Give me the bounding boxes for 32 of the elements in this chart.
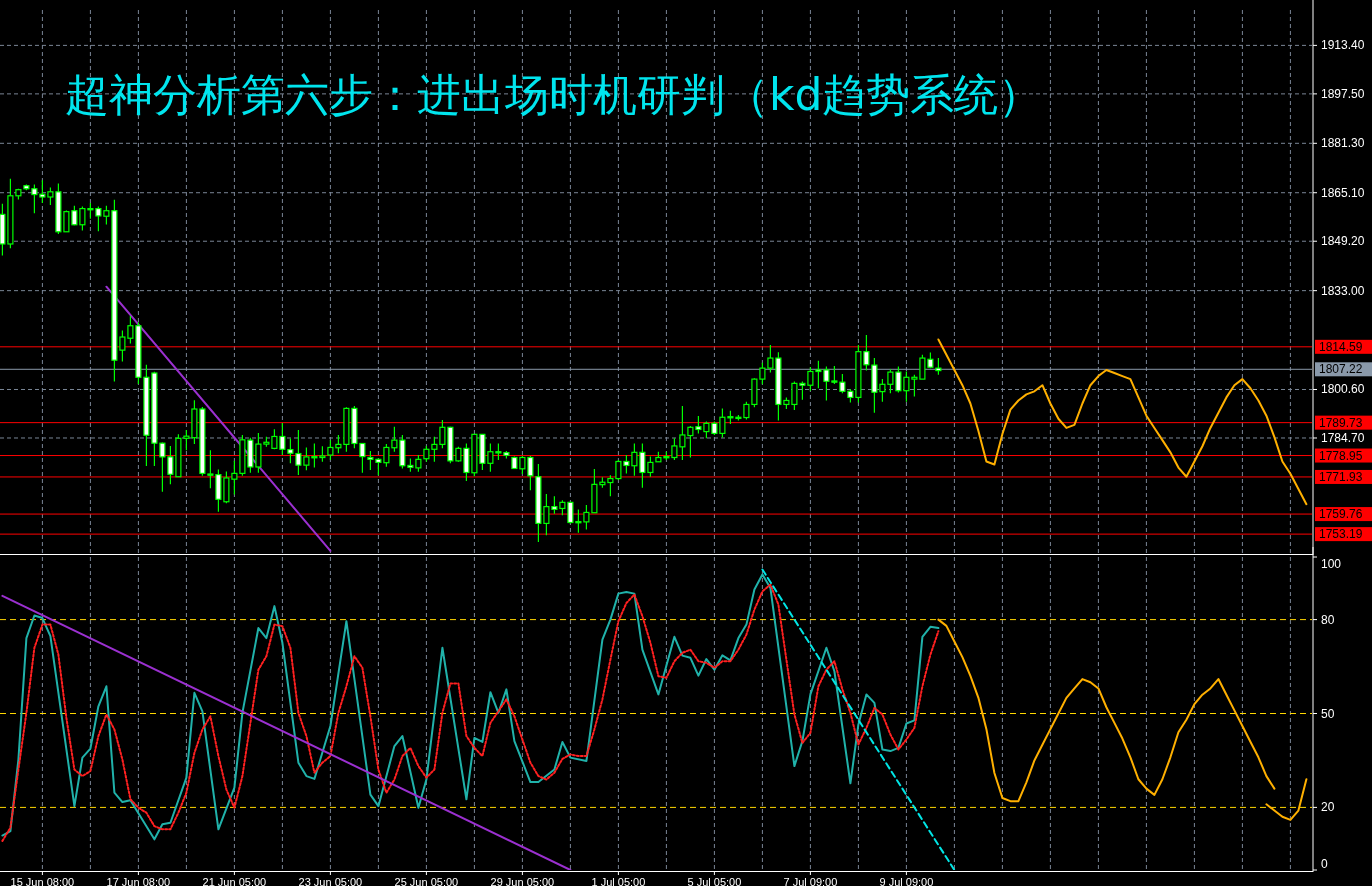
- x-tick-label: 29 Jun 05:00: [490, 876, 555, 886]
- y-tick-label: 0: [1321, 857, 1328, 871]
- x-tick-label: 15 Jun 08:00: [10, 876, 75, 886]
- y-tick-label: 100: [1321, 557, 1342, 571]
- y-tick-label: 1865.10: [1321, 185, 1365, 200]
- x-tick-label: 7 Jul 09:00: [783, 876, 838, 886]
- x-tick-label: 17 Jun 08:00: [106, 876, 171, 886]
- ref-line-label: 1778.95: [1319, 448, 1363, 463]
- y-tick-label: 1784.70: [1321, 430, 1365, 445]
- y-tick-label: 80: [1321, 612, 1335, 627]
- x-tick-label: 9 Jul 09:00: [879, 876, 934, 886]
- text: 超神分析第六步：进出场时机研判（kd趋势系统）: [65, 69, 1043, 120]
- y-tick-label: 50: [1321, 706, 1335, 721]
- x-tick-label: 5 Jul 05:00: [687, 876, 742, 886]
- x-tick-label: 23 Jun 05:00: [298, 876, 363, 886]
- ref-line-label: 1814.59: [1319, 339, 1363, 354]
- x-tick-label: 25 Jun 05:00: [394, 876, 459, 886]
- x-tick-label: 1 Jul 05:00: [591, 876, 646, 886]
- ref-line-label: 1807.22: [1319, 362, 1363, 377]
- x-tick-label: 21 Jun 05:00: [202, 876, 267, 886]
- y-tick-label: 1913.40: [1321, 38, 1365, 53]
- y-tick-label: 1833.00: [1321, 283, 1365, 298]
- y-tick-label: 20: [1321, 800, 1335, 815]
- y-tick-label: 1897.50: [1321, 86, 1365, 101]
- ref-line-label: 1771.93: [1319, 469, 1363, 484]
- ref-line-label: 1759.76: [1319, 507, 1363, 522]
- y-tick-label: 1849.20: [1321, 234, 1365, 249]
- ref-line-label: 1789.73: [1319, 415, 1363, 430]
- y-tick-label: 1800.60: [1321, 382, 1365, 397]
- y-tick-label: 1881.30: [1321, 136, 1365, 151]
- ref-line-label: 1753.19: [1319, 527, 1363, 542]
- line-series: [937, 338, 1308, 506]
